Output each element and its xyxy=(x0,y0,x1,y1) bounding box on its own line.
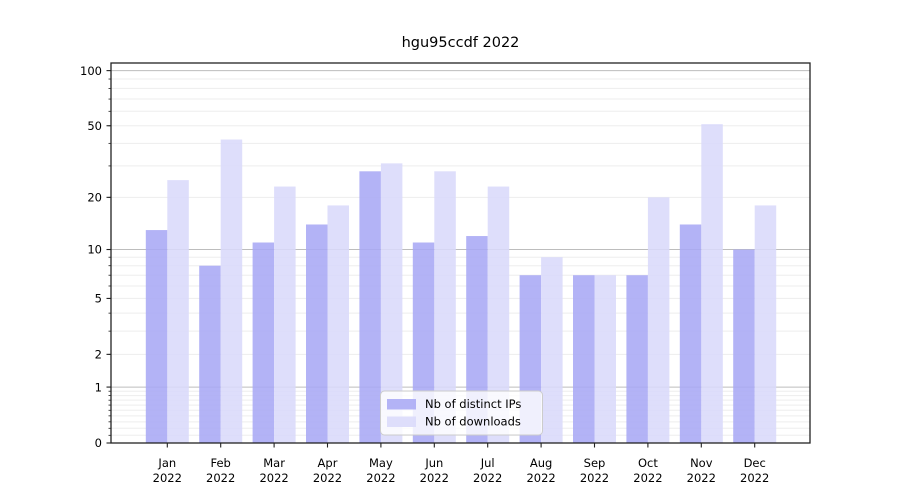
bar-dec-downloads xyxy=(754,205,777,443)
legend-label: Nb of downloads xyxy=(425,415,521,429)
x-tick-label-month: Nov xyxy=(690,456,713,470)
bar-nov-downloads xyxy=(701,124,723,443)
bar-oct-downloads xyxy=(647,197,670,443)
bars xyxy=(145,124,777,444)
x-tick-label-month: Jan xyxy=(157,456,176,470)
x-tick-label-year: 2022 xyxy=(420,471,449,485)
bar-feb-ips xyxy=(199,265,221,443)
y-tick-label: 5 xyxy=(95,292,102,306)
bar-aug-downloads xyxy=(541,257,563,443)
y-tick-label: 1 xyxy=(95,380,102,394)
legend-box xyxy=(380,390,543,436)
y-tick-label: 2 xyxy=(95,348,102,362)
x-tick-label-month: May xyxy=(369,456,393,470)
x-tick-label-year: 2022 xyxy=(259,471,288,485)
x-tick-label-year: 2022 xyxy=(206,471,235,485)
y-tick-label: 20 xyxy=(87,191,102,205)
x-tick-label-year: 2022 xyxy=(580,471,609,485)
bar-oct-ips xyxy=(626,275,648,443)
bar-may-downloads xyxy=(380,163,403,444)
bar-jan-ips xyxy=(145,230,168,443)
axes: 0125102050100Jan2022Feb2022Mar2022Apr202… xyxy=(80,62,811,485)
x-tick-label-year: 2022 xyxy=(687,471,716,485)
plot-border xyxy=(110,62,811,444)
x-tick-label-year: 2022 xyxy=(313,471,342,485)
legend-swatch-ips xyxy=(387,399,416,410)
y-tick-label: 50 xyxy=(87,119,102,133)
bar-mar-downloads xyxy=(274,186,296,443)
bar-nov-ips xyxy=(679,224,702,443)
x-tick-label-month: Oct xyxy=(638,456,658,470)
bar-apr-ips xyxy=(306,224,328,443)
x-tick-label-month: Sep xyxy=(584,456,606,470)
legend: Nb of distinct IPs Nb of downloads xyxy=(380,390,543,436)
x-tick-label-year: 2022 xyxy=(740,471,769,485)
bar-may-ips xyxy=(359,171,381,444)
y-tick-label: 100 xyxy=(80,64,102,78)
bar-feb-downloads xyxy=(220,139,243,443)
x-tick-label-year: 2022 xyxy=(526,471,555,485)
y-tick-label: 0 xyxy=(95,436,102,450)
x-tick-label-month: Feb xyxy=(211,456,231,470)
legend-swatch-downloads xyxy=(387,416,416,427)
bar-sep-downloads xyxy=(594,275,616,443)
bar-jul-downloads xyxy=(487,186,510,443)
x-tick-label-month: Dec xyxy=(744,456,766,470)
x-tick-label-year: 2022 xyxy=(366,471,395,485)
x-tick-label-month: Apr xyxy=(318,456,338,470)
x-tick-label-month: Aug xyxy=(530,456,552,470)
x-tick-label-month: Jul xyxy=(480,456,495,470)
chart-title: hgu95ccdf 2022 xyxy=(402,35,520,51)
bar-dec-ips xyxy=(733,249,755,443)
bar-sep-ips xyxy=(573,275,595,443)
x-tick-label-year: 2022 xyxy=(473,471,502,485)
bar-jan-downloads xyxy=(167,180,189,443)
legend-label: Nb of distinct IPs xyxy=(425,397,521,411)
x-tick-label-month: Jun xyxy=(424,456,443,470)
x-tick-label-year: 2022 xyxy=(153,471,182,485)
y-tick-label: 10 xyxy=(87,243,102,257)
bar-mar-ips xyxy=(252,242,275,443)
x-tick-label-month: Mar xyxy=(263,456,285,470)
bar-jun-downloads xyxy=(434,171,456,444)
x-tick-label-year: 2022 xyxy=(633,471,662,485)
bar-apr-downloads xyxy=(327,205,349,443)
